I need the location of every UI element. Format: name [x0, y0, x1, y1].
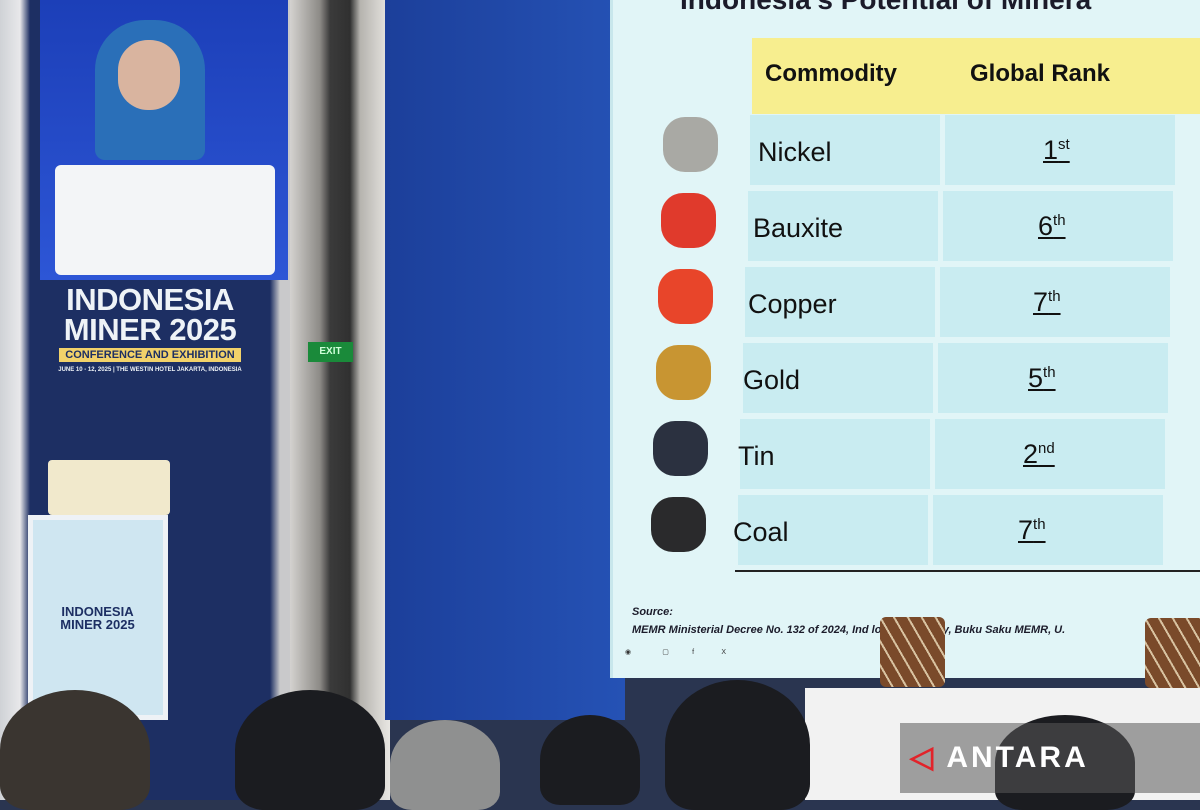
exit-sign: EXIT — [308, 342, 353, 362]
mineral-sample-icon — [660, 193, 716, 248]
commodity-cell — [737, 495, 928, 565]
audience-head — [390, 720, 500, 810]
audience-head — [235, 690, 385, 810]
event-banner: INDONESIA MINER 2025 CONFERENCE AND EXHI… — [30, 282, 270, 405]
antara-watermark: ◁ ANTARA — [900, 723, 1200, 793]
lectern — [55, 165, 275, 275]
commodity-cell — [745, 267, 935, 337]
slide-source: Source: MEMR Ministerial Decree No. 132 … — [632, 603, 1065, 639]
audience-head — [665, 680, 810, 810]
commodity-name: Nickel — [758, 137, 832, 167]
rank-cell — [942, 191, 1173, 261]
speaker-face — [118, 40, 180, 110]
commodity-name: Copper — [748, 289, 837, 319]
banner-date: JUNE 10 - 12, 2025 | THE WESTIN HOTEL JA… — [58, 367, 242, 373]
global-rank: 7th — [1018, 515, 1046, 545]
social-icons: ◉ ▢ f X — [625, 649, 727, 656]
commodity-name: Bauxite — [753, 213, 844, 243]
source-label: Source: — [632, 606, 673, 618]
podium — [48, 460, 170, 515]
banner-line2: MINER 2025 — [63, 312, 237, 347]
drum — [1145, 618, 1200, 688]
podium-line2: MINER 2025 — [60, 617, 135, 632]
rank-cell — [937, 343, 1168, 413]
header-global-rank: Global Rank — [970, 60, 1111, 87]
header-commodity: Commodity — [765, 60, 897, 87]
drum — [880, 617, 945, 687]
source-text: MEMR Ministerial Decree No. 132 of 2024,… — [632, 624, 1066, 636]
mineral-sample-icon — [650, 497, 706, 552]
global-rank: 1st — [1043, 135, 1070, 165]
mineral-sample-icon — [655, 345, 711, 400]
mineral-sample-icon — [653, 421, 708, 476]
podium-screen-title: INDONESIA MINER 2025 — [50, 605, 145, 631]
table-rule — [735, 570, 1200, 572]
commodity-name: Coal — [733, 517, 789, 547]
global-rank: 2nd — [1023, 439, 1055, 469]
commodity-cell — [742, 343, 933, 413]
mineral-sample-icon — [663, 117, 718, 172]
table-header — [752, 38, 1200, 114]
global-rank: 6th — [1038, 211, 1066, 241]
commodity-name: Gold — [743, 365, 801, 395]
commodity-cell — [747, 191, 938, 261]
commodity-cell — [740, 419, 930, 489]
antara-logo-icon: ◁ — [910, 741, 937, 774]
commodity-name: Tin — [738, 441, 775, 471]
watermark-text: ANTARA — [946, 741, 1089, 774]
global-rank: 5th — [1028, 363, 1056, 393]
mineral-sample-icon — [658, 269, 713, 324]
banner-line1: INDONESIA — [66, 282, 234, 317]
rank-cell — [940, 267, 1170, 337]
audience-head — [0, 690, 150, 810]
rank-cell — [932, 495, 1163, 565]
pillar — [290, 0, 390, 800]
commodity-cell — [750, 115, 940, 185]
global-rank: 7th — [1033, 287, 1061, 317]
rank-cell — [945, 115, 1175, 185]
blue-wall — [385, 0, 625, 720]
banner-subtitle: CONFERENCE AND EXHIBITION — [59, 348, 241, 362]
rank-cell — [935, 419, 1165, 489]
audience-head — [540, 715, 640, 805]
podium-line1: INDONESIA — [61, 604, 134, 619]
slide-title: Indonesia's Potential of Minera — [680, 0, 1091, 16]
